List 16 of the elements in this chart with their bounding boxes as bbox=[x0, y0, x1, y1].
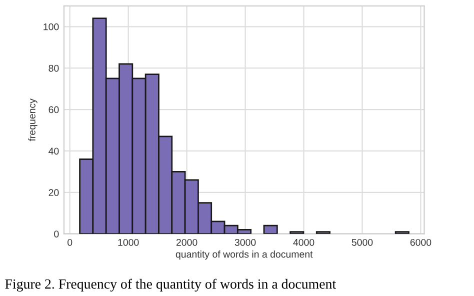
x-axis-title: quantity of words in a document bbox=[176, 250, 313, 260]
x-tick-label: 2000 bbox=[176, 238, 198, 246]
y-tick-label: 80 bbox=[48, 64, 59, 72]
y-axis-title: frequency bbox=[28, 98, 38, 142]
x-tick-label: 3000 bbox=[234, 238, 256, 246]
y-tick-label: 20 bbox=[48, 189, 59, 196]
y-tick-label: 0 bbox=[54, 230, 59, 238]
caption: Figure 2. Frequency of the quantity of words in a document bbox=[5, 278, 336, 292]
y-tick-label: 100 bbox=[44, 23, 59, 30]
y-tick-label: 60 bbox=[48, 106, 59, 114]
x-tick-label: 1000 bbox=[118, 238, 139, 246]
y-tick-label: 40 bbox=[48, 148, 59, 155]
x-tick-label: 6000 bbox=[410, 238, 432, 246]
x-tick-label: 0 bbox=[68, 238, 72, 246]
x-tick-label: 4000 bbox=[293, 238, 314, 246]
x-tick-label: 5000 bbox=[352, 238, 373, 246]
